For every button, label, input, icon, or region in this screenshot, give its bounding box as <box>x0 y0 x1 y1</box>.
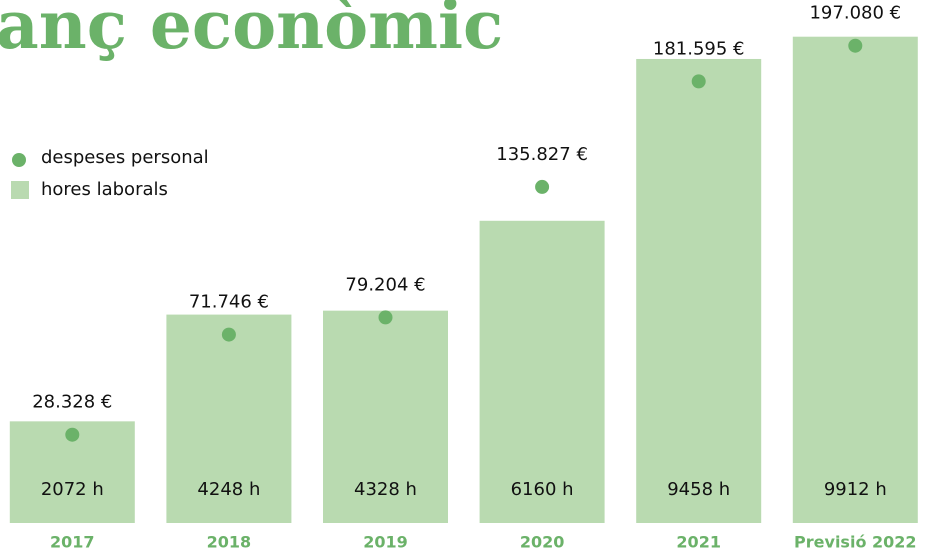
bar-label: 9912 h <box>824 479 887 500</box>
dot-label: 71.746 € <box>189 292 269 313</box>
bar-label: 9458 h <box>667 479 730 500</box>
dot <box>535 179 550 194</box>
bar-label: 4328 h <box>354 479 417 500</box>
dot-label: 181.595 € <box>653 38 745 59</box>
chart-title: anç econòmic <box>0 0 503 64</box>
dot <box>65 427 80 442</box>
bar-label: 6160 h <box>511 479 574 500</box>
dot-label: 28.328 € <box>32 392 112 413</box>
x-tick-label: 2019 <box>363 533 408 551</box>
bar <box>792 36 918 524</box>
bar <box>323 310 448 523</box>
bar <box>479 220 605 523</box>
bar-label: 4248 h <box>197 479 260 500</box>
x-tick-label: 2018 <box>207 533 252 551</box>
bar-label: 2072 h <box>41 479 104 500</box>
dot <box>848 38 863 53</box>
legend-label: despeses personal <box>41 147 209 168</box>
dot <box>691 74 706 89</box>
dot-label: 79.204 € <box>345 274 425 295</box>
legend-swatch <box>12 153 26 167</box>
dot-label: 197.080 € <box>809 3 901 24</box>
legend-label: hores laborals <box>41 179 168 200</box>
x-tick-label: 2020 <box>520 533 565 551</box>
dot-label: 135.827 € <box>496 144 588 165</box>
x-tick-label: 2017 <box>50 533 95 551</box>
dot <box>221 327 236 342</box>
bar <box>636 58 762 524</box>
bar <box>166 314 292 523</box>
x-tick-label: 2021 <box>676 533 721 551</box>
legend-swatch <box>11 181 29 199</box>
x-tick-label: Previsió 2022 <box>794 533 916 551</box>
dot <box>378 310 393 325</box>
